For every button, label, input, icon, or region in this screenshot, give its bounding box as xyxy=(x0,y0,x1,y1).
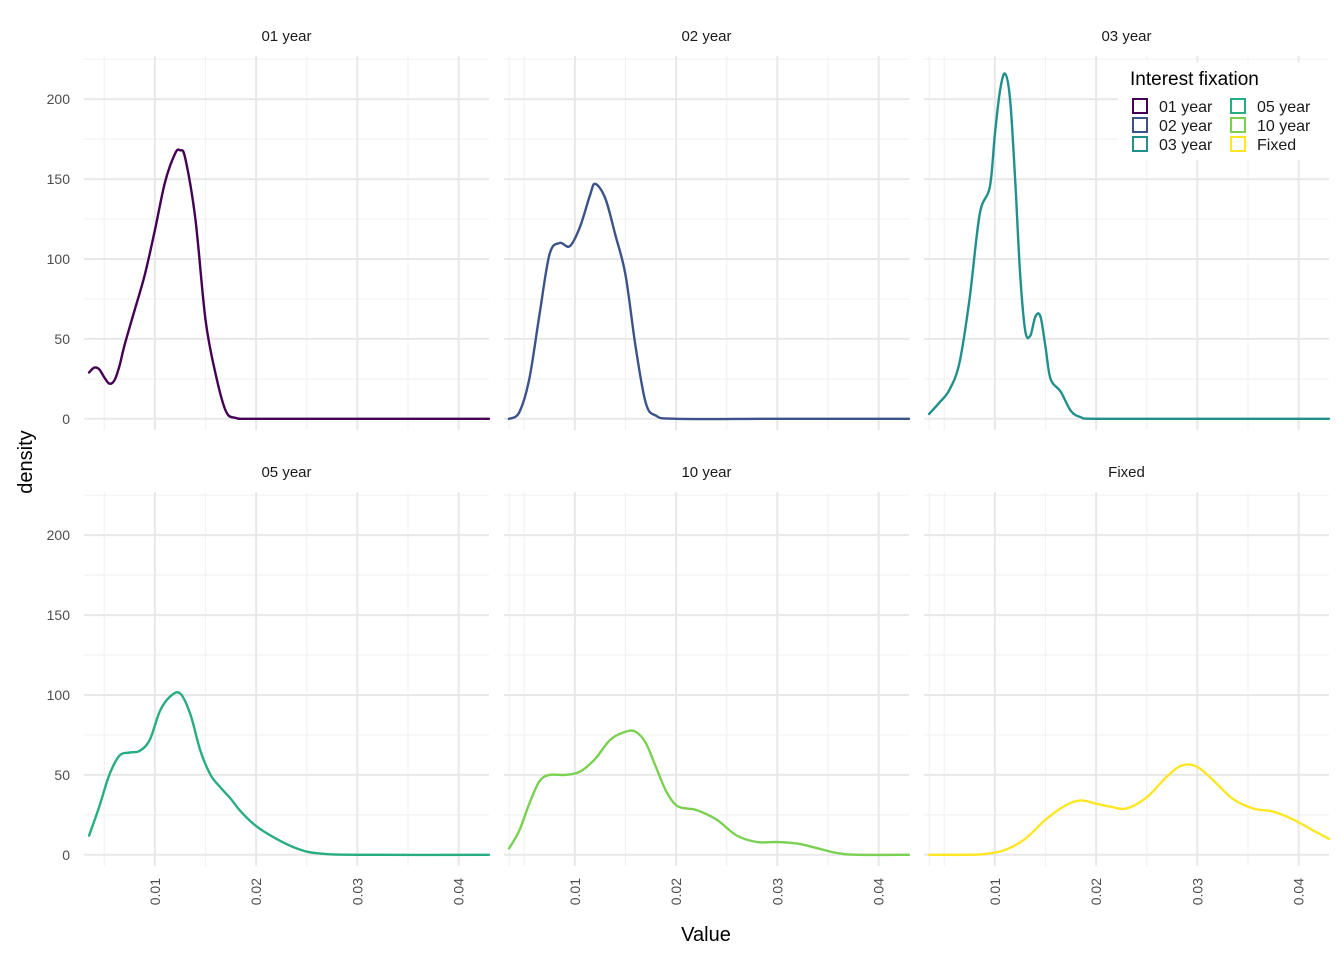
y-tick-label: 100 xyxy=(47,251,71,267)
y-axis-title: density xyxy=(15,430,37,493)
legend-key xyxy=(1132,136,1148,152)
x-axis-title: Value xyxy=(681,924,731,946)
density-curve-series xyxy=(927,763,1331,857)
panels-layer: 01 year 0 50 100 150 200 02 year 03 year 05 year… xyxy=(47,28,1331,905)
facet-panel: Fixed 0.01 0.02 0.03 0.04 xyxy=(924,464,1331,905)
x-tick-label: 0.02 xyxy=(248,878,264,905)
legend-key xyxy=(1230,98,1246,114)
legend-key xyxy=(1132,117,1148,133)
legend-label: 05 year xyxy=(1257,99,1311,116)
facet-title: 10 year xyxy=(681,464,731,481)
legend-label: Fixed xyxy=(1257,137,1296,154)
y-tick-label: 50 xyxy=(54,767,70,783)
legend-label: 10 year xyxy=(1257,118,1311,135)
facet-panel: 05 year 0 50 100 150 200 0.01 0.02 0.03 0.04 xyxy=(47,464,510,905)
density-curve-series xyxy=(87,691,491,857)
y-tick-label: 100 xyxy=(47,687,71,703)
x-tick-label: 0.01 xyxy=(147,878,163,905)
facet-title: 01 year xyxy=(261,28,311,45)
x-tick-label: 0.02 xyxy=(1088,878,1104,905)
y-tick-label: 0 xyxy=(62,411,70,427)
legend-key xyxy=(1132,98,1148,114)
facet-panel: 02 year xyxy=(504,28,930,430)
legend-label: 02 year xyxy=(1159,118,1213,135)
x-tick-label: 0.04 xyxy=(871,878,887,905)
facet-panel: 10 year 0.01 0.02 0.03 0.04 xyxy=(504,464,930,905)
x-tick-label: 0.04 xyxy=(451,878,467,905)
legend: Interest fixation 01 year 02 year 03 year 0… xyxy=(1118,62,1332,160)
facet-title: 05 year xyxy=(261,464,311,481)
x-tick-label: 0.01 xyxy=(567,878,583,905)
x-tick-label: 0.03 xyxy=(769,878,785,905)
legend-background xyxy=(1118,62,1332,160)
legend-label: 03 year xyxy=(1159,137,1213,154)
density-curve-series xyxy=(927,72,1331,421)
density-curve-series xyxy=(87,148,491,421)
y-tick-label: 150 xyxy=(47,607,71,623)
facet-title: 02 year xyxy=(681,28,731,45)
y-tick-label: 200 xyxy=(47,527,71,543)
x-tick-label: 0.03 xyxy=(349,878,365,905)
y-tick-label: 50 xyxy=(54,331,70,347)
legend-key xyxy=(1230,136,1246,152)
y-tick-label: 0 xyxy=(62,847,70,863)
facet-title: Fixed xyxy=(1108,464,1145,481)
legend-label: 01 year xyxy=(1159,99,1213,116)
legend-key xyxy=(1230,117,1246,133)
density-curve-series xyxy=(507,182,911,421)
density-curve-series xyxy=(507,729,911,857)
y-tick-label: 200 xyxy=(47,91,71,107)
x-tick-label: 0.03 xyxy=(1189,878,1205,905)
x-tick-label: 0.04 xyxy=(1291,878,1307,905)
facet-panel: 01 year 0 50 100 150 200 xyxy=(47,28,510,430)
y-tick-label: 150 xyxy=(47,171,71,187)
x-tick-label: 0.01 xyxy=(987,878,1003,905)
facet-title: 03 year xyxy=(1101,28,1151,45)
legend-title: Interest fixation xyxy=(1130,69,1259,90)
x-tick-label: 0.02 xyxy=(668,878,684,905)
